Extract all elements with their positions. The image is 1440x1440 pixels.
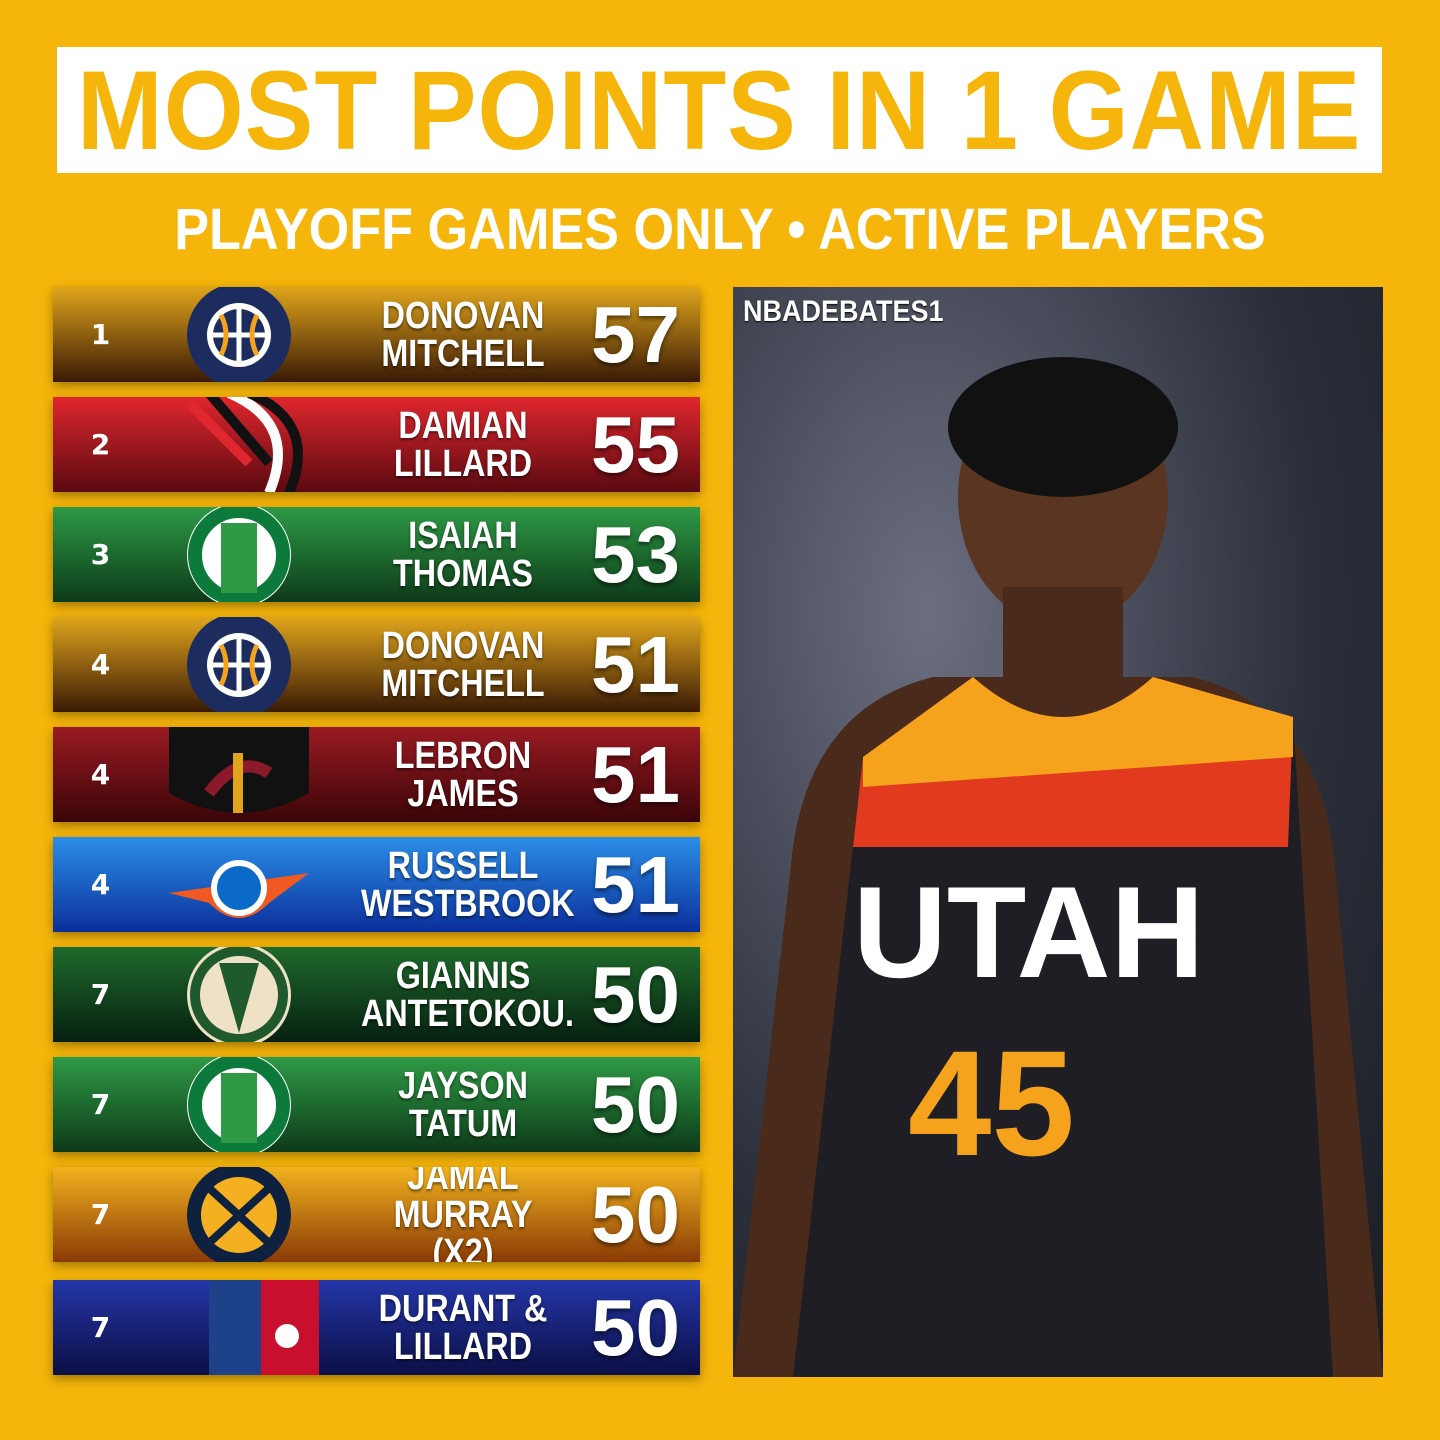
- page-title: MOST POINTS IN 1 GAME: [77, 47, 1362, 173]
- player-name-line1: DURANT &: [378, 1287, 548, 1330]
- ranking-row: 4 DONOVAN MITCHELL 51: [53, 617, 700, 712]
- player-name-line2: MURRAY (X2): [393, 1193, 533, 1263]
- points: 50: [591, 1059, 680, 1149]
- subtitle: PLAYOFF GAMES ONLY • ACTIVE PLAYERS: [174, 197, 1266, 262]
- player-name-line2: TATUM: [408, 1102, 518, 1145]
- player-name: LEBRON JAMES: [361, 737, 565, 813]
- player-name-line2: WESTBROOK: [361, 882, 575, 925]
- player-name-line1: LEBRON: [394, 734, 532, 777]
- points: 51: [591, 729, 680, 819]
- player-name-line1: DAMIAN: [398, 404, 528, 447]
- player-name-line2: JAMES: [407, 772, 519, 815]
- rank: 2: [90, 428, 111, 461]
- rank: 7: [90, 1198, 111, 1231]
- rank: 3: [90, 538, 111, 571]
- player-name-line2: THOMAS: [393, 552, 533, 595]
- watermark: NBADEBATES1: [743, 295, 944, 328]
- jazz-logo-icon: [187, 617, 291, 712]
- player-name-line2: ANTETOKOU.: [361, 992, 574, 1035]
- title-banner: MOST POINTS IN 1 GAME: [57, 47, 1382, 173]
- player-name: GIANNIS ANTETOKOU.: [361, 954, 574, 1035]
- ranking-row: 7 JAYSON TATUM 50: [53, 1057, 700, 1152]
- player-name-line1: JAMAL: [407, 1167, 519, 1198]
- nuggets-logo-icon: [187, 1167, 291, 1262]
- jersey-number: 45: [908, 1019, 1075, 1187]
- player-name-line1: ISAIAH: [408, 514, 518, 557]
- player-name: DAMIAN LILLARD: [361, 407, 565, 483]
- player-photo: UTAH 45 NBADEBATES1: [733, 287, 1383, 1377]
- ranking-row: 7 GIANNIS ANTETOKOU. 50: [53, 947, 700, 1042]
- jazz-logo-icon: [187, 287, 291, 382]
- ranking-row: 1 DONOVAN MITCHELL 57: [53, 287, 700, 382]
- player-name-line1: RUSSELL: [387, 844, 539, 887]
- player-name: ISAIAH THOMAS: [361, 517, 565, 593]
- ranking-row: 7 JAMAL MURRAY (X2) 50: [53, 1167, 700, 1262]
- cavaliers-logo-icon: [169, 727, 309, 813]
- thunder-logo-icon: [169, 860, 309, 918]
- celtics-logo-icon: [187, 507, 291, 602]
- player-name: RUSSELL WESTBROOK: [361, 844, 575, 925]
- rank: 4: [90, 648, 111, 681]
- player-name-line1: DONOVAN: [381, 624, 545, 667]
- points: 51: [591, 839, 680, 929]
- points: 55: [591, 399, 680, 489]
- rank: 7: [90, 1311, 111, 1344]
- points: 50: [591, 1282, 680, 1372]
- player-name: JAYSON TATUM: [361, 1067, 565, 1143]
- player-name: DURANT & LILLARD: [361, 1290, 565, 1366]
- player-name-line1: DONOVAN: [381, 294, 545, 337]
- rank: 4: [90, 758, 111, 791]
- points: 53: [591, 509, 680, 599]
- player-silhouette: [733, 357, 1383, 1377]
- rank: 4: [90, 868, 111, 901]
- nba-logo-icon: [209, 1280, 319, 1375]
- bucks-logo-icon: [187, 947, 291, 1042]
- player-name-line2: LILLARD: [393, 442, 533, 485]
- player-name: JAMAL MURRAY (X2): [361, 1167, 565, 1262]
- rank: 7: [90, 978, 111, 1011]
- jersey-city: UTAH: [853, 859, 1205, 1005]
- player-name: DONOVAN MITCHELL: [361, 297, 565, 373]
- ranking-row: 7 DURANT & LILLARD 50: [53, 1280, 700, 1375]
- player-name: DONOVAN MITCHELL: [361, 627, 565, 703]
- player-name-line1: GIANNIS: [395, 954, 531, 997]
- ranking-row: 4 RUSSELL WESTBROOK 51: [53, 837, 700, 932]
- player-name-line1: JAYSON: [398, 1064, 528, 1107]
- ranking-row: 3 ISAIAH THOMAS 53: [53, 507, 700, 602]
- points: 50: [591, 949, 680, 1039]
- rank: 1: [90, 318, 111, 351]
- points: 51: [591, 619, 680, 709]
- points: 50: [591, 1169, 680, 1259]
- blazers-logo-icon: [185, 397, 303, 492]
- rank: 7: [90, 1088, 111, 1121]
- ranking-row: 2 DAMIAN LILLARD 55: [53, 397, 700, 492]
- points: 57: [591, 289, 680, 379]
- celtics-logo-icon: [187, 1057, 291, 1152]
- player-name-line2: MITCHELL: [381, 662, 545, 705]
- player-name-line2: LILLARD: [393, 1325, 533, 1368]
- player-name-line2: MITCHELL: [381, 332, 545, 375]
- ranking-row: 4 LEBRON JAMES 51: [53, 727, 700, 822]
